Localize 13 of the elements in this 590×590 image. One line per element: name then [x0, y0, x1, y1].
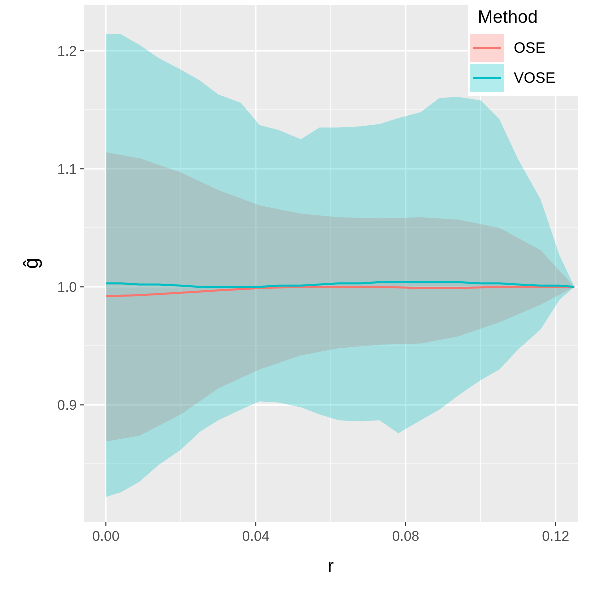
y-tick-label: 1.0 — [58, 279, 78, 296]
y-axis-title: ĝ — [21, 258, 43, 270]
y-tick-label: 1.1 — [58, 161, 78, 178]
y-tick-label: 1.2 — [58, 43, 78, 60]
x-tick-label: 0.00 — [92, 528, 120, 544]
x-tick-label: 0.04 — [242, 528, 270, 544]
legend-label: VOSE — [514, 70, 556, 87]
x-axis-title: r — [328, 556, 334, 576]
x-tick-label: 0.08 — [392, 528, 420, 544]
legend-label: OSE — [514, 40, 546, 57]
y-tick-label: 0.9 — [58, 397, 78, 414]
x-tick-label: 0.12 — [542, 528, 570, 544]
legend-title: Method — [478, 7, 538, 27]
